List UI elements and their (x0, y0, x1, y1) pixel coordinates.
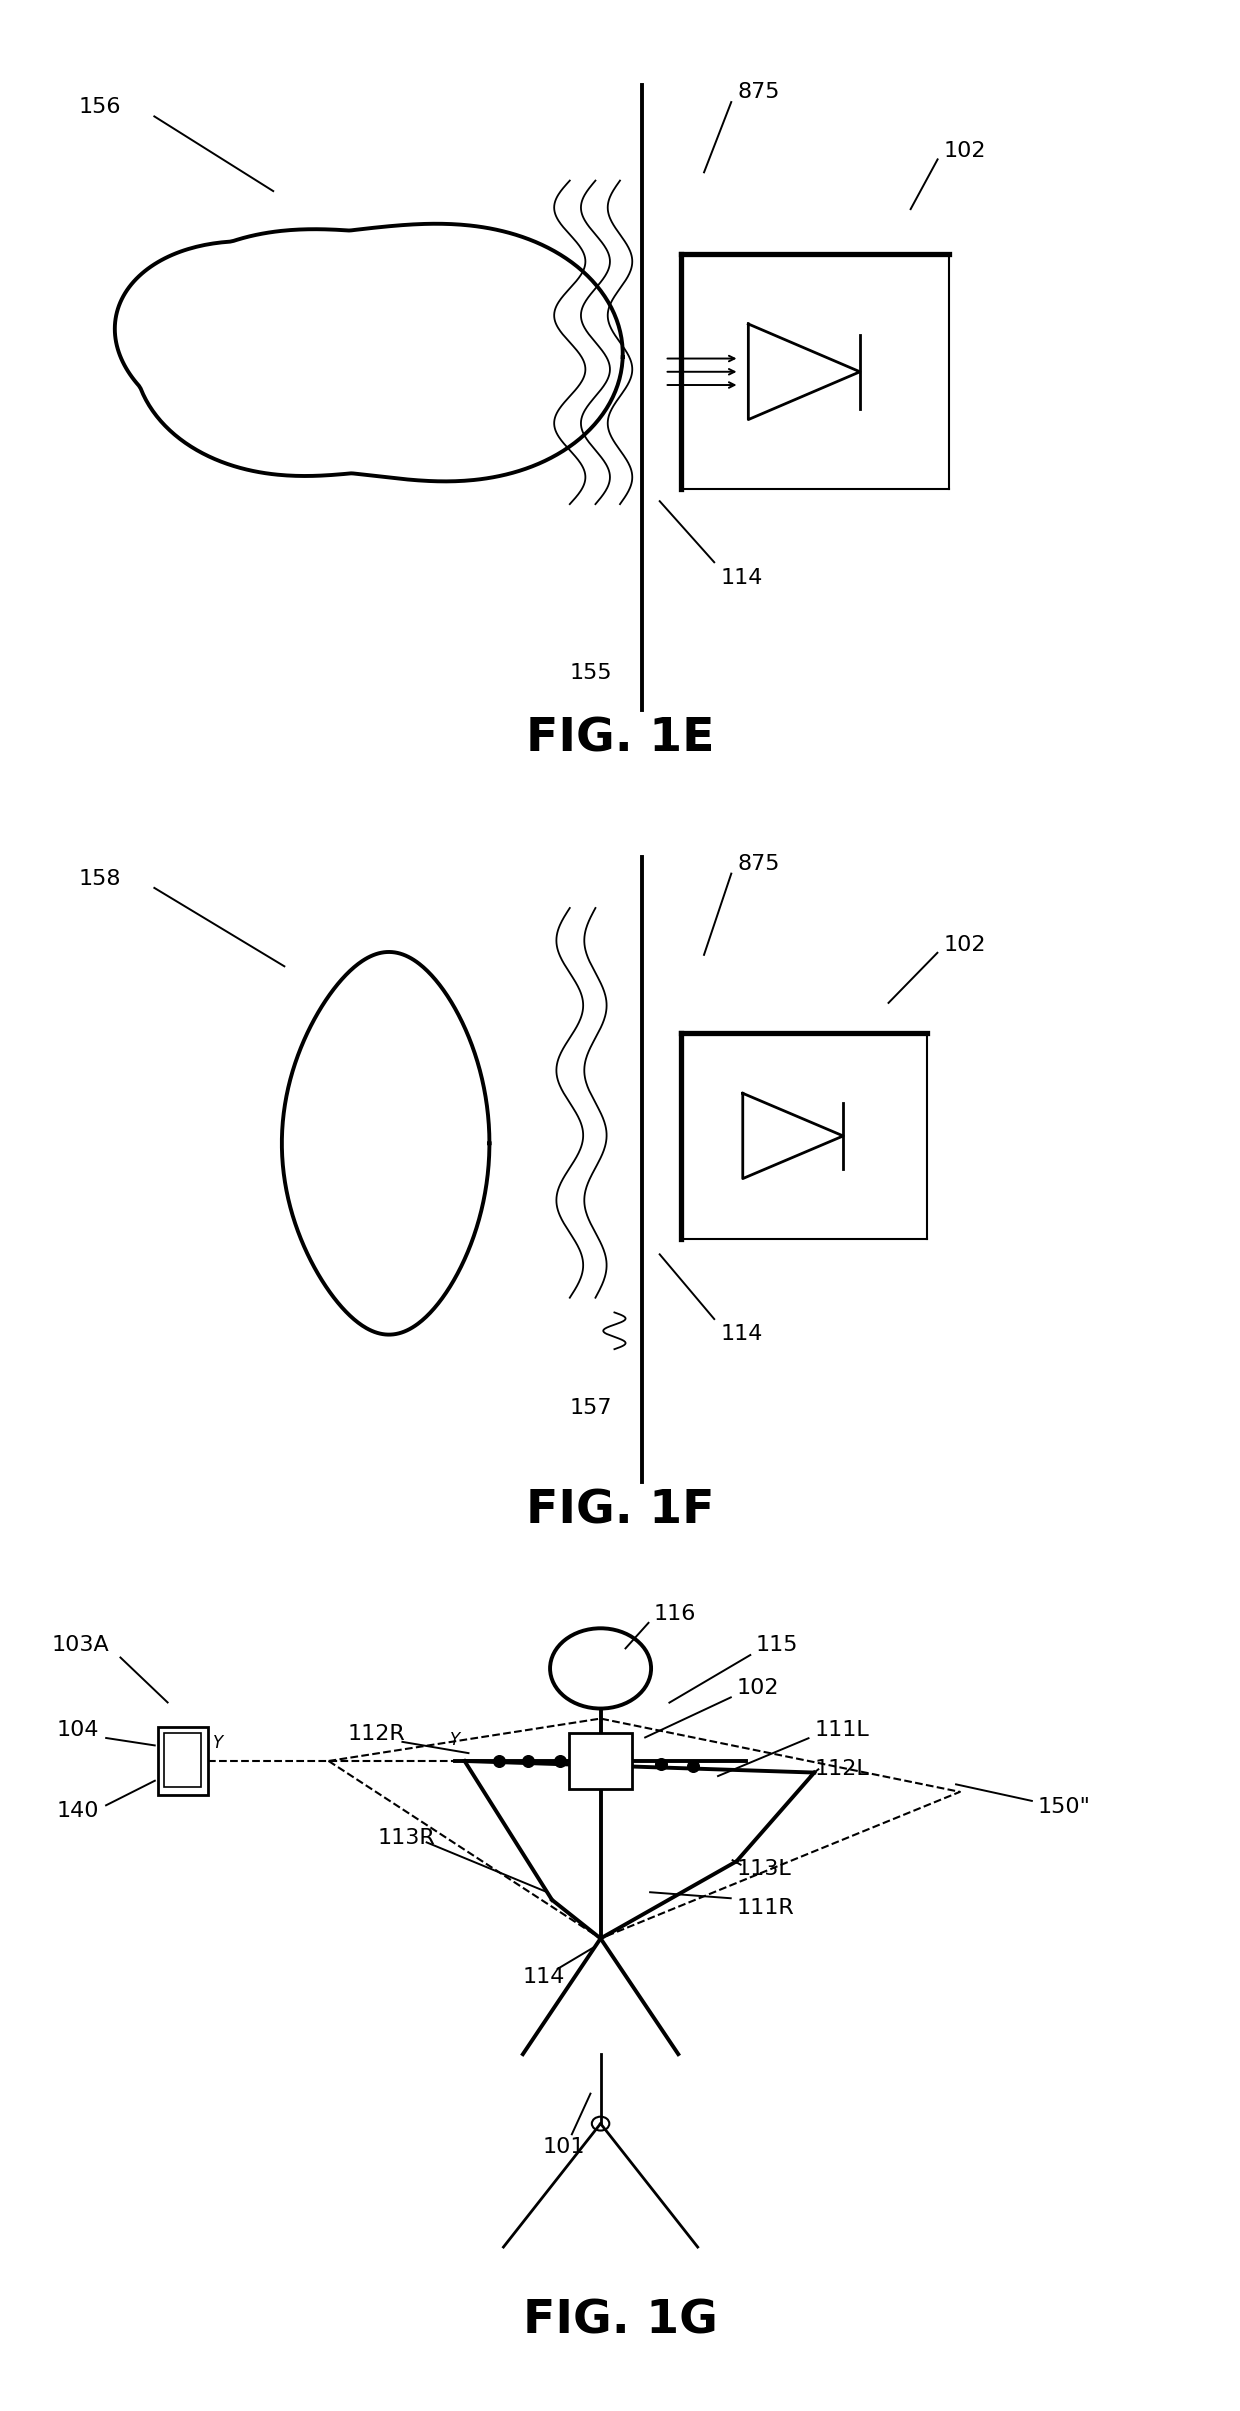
Text: 103A: 103A (52, 1635, 109, 1656)
Text: 104: 104 (57, 1719, 99, 1741)
Bar (165, 1734, 201, 1787)
Text: 113L: 113L (737, 1859, 791, 1878)
Text: 150": 150" (1038, 1796, 1090, 1818)
Text: 140: 140 (57, 1801, 99, 1820)
Text: 157: 157 (569, 1398, 613, 1418)
Bar (157, 1726, 208, 1794)
Bar (569, 1734, 632, 1789)
Text: FIG. 1G: FIG. 1G (522, 2298, 718, 2343)
Text: 112L: 112L (815, 1758, 869, 1779)
Point (651, 1746, 671, 1784)
Text: 114: 114 (720, 1324, 763, 1345)
Text: Y: Y (213, 1734, 223, 1753)
Text: 112R: 112R (348, 1724, 405, 1743)
Text: 875: 875 (737, 853, 780, 873)
Text: 111L: 111L (815, 1719, 869, 1741)
Point (489, 1741, 508, 1779)
Text: 102: 102 (944, 142, 986, 162)
Text: 116: 116 (653, 1603, 697, 1625)
Text: 875: 875 (737, 82, 780, 101)
Text: 113R: 113R (377, 1828, 435, 1849)
Text: 111R: 111R (737, 1897, 795, 1917)
Text: Y: Y (450, 1731, 460, 1750)
Text: 115: 115 (756, 1635, 799, 1656)
Text: 102: 102 (944, 935, 986, 955)
Text: 155: 155 (569, 663, 613, 682)
Point (683, 1748, 703, 1787)
Text: 156: 156 (79, 96, 122, 118)
Text: 114: 114 (523, 1967, 565, 1987)
Point (549, 1741, 569, 1779)
Text: FIG. 1E: FIG. 1E (526, 716, 714, 762)
Text: FIG. 1F: FIG. 1F (526, 1488, 714, 1533)
Text: 114: 114 (720, 567, 763, 588)
Text: 101: 101 (542, 2136, 585, 2158)
Point (518, 1741, 538, 1779)
Text: 158: 158 (79, 868, 122, 890)
Text: 102: 102 (737, 1678, 779, 1697)
